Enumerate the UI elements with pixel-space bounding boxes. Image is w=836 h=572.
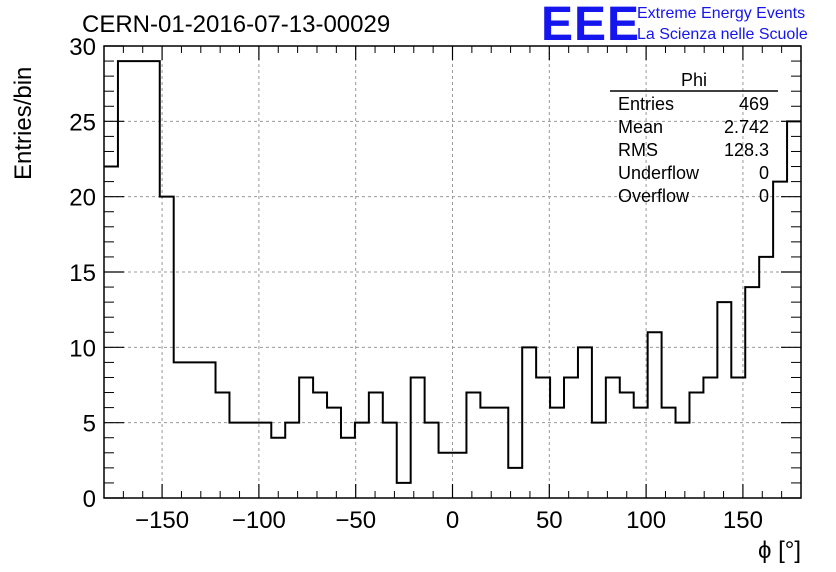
y-tick-labels: 0 5 10 15 20 25 30 [69,34,96,513]
stats-label: Overflow [618,186,690,206]
histogram-bin [411,377,425,498]
histogram-bin [383,423,397,498]
stats-box: Phi Entries 469 Mean 2.742 RMS 128.3 Und… [610,70,778,206]
eee-logo-mark: EEE [541,0,640,51]
histogram-bin [787,121,801,498]
histogram-bin [745,287,759,498]
histogram-bin [717,302,731,498]
histogram-bin [243,423,257,498]
histogram-bin [773,182,787,498]
stats-label: Entries [618,94,674,114]
y-tick-label: 0 [83,486,96,513]
histogram-bin [466,393,480,498]
histogram-bin [229,423,243,498]
histogram-bin [480,408,494,498]
stats-label: RMS [618,140,658,160]
histogram-bin [439,453,453,498]
histogram-bin [494,408,508,498]
x-tick-label: 150 [723,507,763,534]
stats-value: 2.742 [724,117,769,137]
histogram-bin [285,423,299,498]
histogram-outline [104,60,801,484]
grid-lines [104,45,801,499]
logo-line-1: Extreme Energy Events [637,5,805,22]
x-tick-labels: −150 −100 −50 0 50 100 150 [135,507,763,534]
y-tick-label: 10 [69,335,96,362]
histogram-bin [188,362,202,498]
stats-label: Underflow [618,163,700,183]
stats-value: 469 [739,94,769,114]
histogram-bin [662,408,676,498]
histogram-bin [132,61,146,498]
x-tick-label: −50 [335,507,376,534]
stats-value: 0 [759,186,769,206]
y-tick-label: 20 [69,185,96,212]
histogram-bin [271,438,285,498]
y-tick-label: 30 [69,34,96,61]
histogram-bin [550,408,564,498]
stats-title: Phi [681,70,707,90]
histogram-bin [689,393,703,498]
histogram-bin [397,483,411,498]
x-tick-label: 50 [536,507,563,534]
histogram-bin [620,393,634,498]
logo-line-2: La Scienza nelle Scuole [637,26,808,43]
histogram-bin [564,377,578,498]
histogram-bin [425,423,439,498]
histogram-bin [341,438,355,498]
stats-label: Mean [618,117,663,137]
histogram-bin [313,393,327,498]
eee-logo: EEE Extreme Energy Events La Scienza nel… [541,0,808,51]
histogram-bin [146,61,160,498]
x-tick-label: −150 [135,507,189,534]
plot-frame [103,45,802,499]
histogram-bin [453,453,467,498]
histogram-bin [592,423,606,498]
y-tick-label: 25 [69,109,96,136]
axis-ticks [103,45,802,499]
histogram-bin [703,377,717,498]
y-tick-label: 5 [83,411,96,438]
stats-value: 0 [759,163,769,183]
x-axis-label: ϕ [°] [758,537,801,564]
histogram-bin [759,257,773,498]
histogram-bin [202,362,216,498]
histogram-bin [118,61,132,498]
histogram-bin [369,393,383,498]
histogram-bin [355,423,369,498]
histogram-bin [648,332,662,498]
y-axis-label: Entries/bin [10,67,37,180]
histogram-bin [299,377,313,498]
histogram-bin [216,393,230,498]
histogram-bin [536,377,550,498]
histogram-bin [327,408,341,498]
histogram-bin [676,423,690,498]
x-tick-label: 0 [446,507,459,534]
x-tick-label: 100 [626,507,666,534]
chart-title: CERN-01-2016-07-13-00029 [82,11,390,38]
histogram-bin [606,377,620,498]
y-tick-label: 15 [69,260,96,287]
histogram-bin [174,362,188,498]
stats-value: 128.3 [724,140,769,160]
x-tick-label: −100 [232,507,286,534]
